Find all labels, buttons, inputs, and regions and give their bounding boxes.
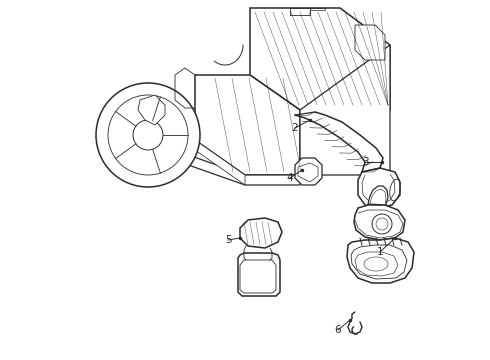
Text: 6: 6 <box>335 325 342 335</box>
Polygon shape <box>354 205 405 240</box>
Text: 3: 3 <box>362 157 368 167</box>
Circle shape <box>96 83 200 187</box>
Polygon shape <box>300 45 390 175</box>
Polygon shape <box>250 8 390 110</box>
Polygon shape <box>138 95 165 125</box>
Polygon shape <box>347 238 414 283</box>
Polygon shape <box>355 252 398 276</box>
Polygon shape <box>358 168 400 208</box>
Polygon shape <box>240 218 282 248</box>
Polygon shape <box>351 245 407 279</box>
Text: 1: 1 <box>377 247 383 257</box>
Polygon shape <box>160 145 300 185</box>
Polygon shape <box>355 25 385 60</box>
Polygon shape <box>160 140 245 185</box>
Polygon shape <box>362 174 395 204</box>
Text: 2: 2 <box>292 123 298 133</box>
Text: 5: 5 <box>225 235 231 245</box>
Polygon shape <box>195 75 300 175</box>
Polygon shape <box>295 158 322 185</box>
Polygon shape <box>298 163 318 182</box>
Polygon shape <box>238 253 280 296</box>
Polygon shape <box>368 186 388 205</box>
Polygon shape <box>240 260 276 293</box>
Text: 4: 4 <box>287 173 294 183</box>
